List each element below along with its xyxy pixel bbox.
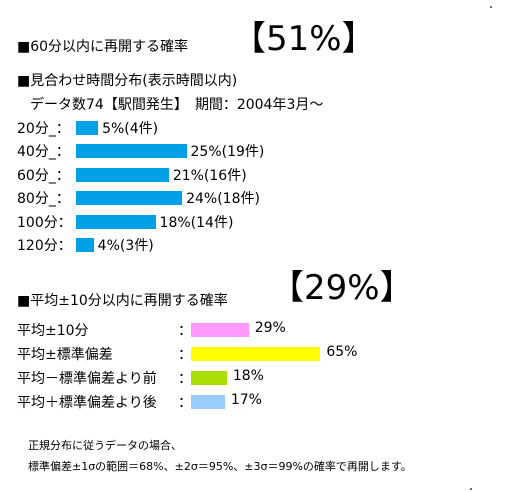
section3-big-value: 【29%】 xyxy=(270,268,414,308)
separator-label: ： xyxy=(178,347,192,363)
category-label: 平均＋標準偏差より後 xyxy=(17,395,157,411)
section1-big-value: 【51%】 xyxy=(232,19,376,59)
data-label: 17% xyxy=(230,392,262,408)
category-label: 40分_： xyxy=(17,144,70,161)
data-label: 5%(4件) xyxy=(102,121,159,137)
footnote-line1: 正規分布に従うデータの場合、 xyxy=(28,439,182,452)
section2-heading: ■見合わせ時間分布(表示時間以内) xyxy=(17,73,238,89)
data-label: 18%(14件) xyxy=(159,214,234,231)
separator-label: ： xyxy=(178,371,192,387)
category-label: 平均±標準偏差 xyxy=(17,347,113,363)
category-label: 平均－標準偏差より前 xyxy=(17,371,157,387)
data-label: 18% xyxy=(232,368,264,384)
corner-mark-bottom-right xyxy=(470,488,472,490)
data-label: 65% xyxy=(326,344,358,360)
category-label: 100分： xyxy=(17,214,72,231)
data-label: 21%(16件) xyxy=(172,167,247,184)
footnote-line2: 標準偏差±1σの範囲＝68%、±2σ＝95%、±3σ＝99%の確率で再開します。 xyxy=(28,460,412,473)
category-label: 平均±10分 xyxy=(17,323,89,339)
section3-heading: ■平均±10分以内に再開する確率 xyxy=(17,293,228,309)
data-label: 4%(3件) xyxy=(97,238,154,254)
data-label: 24%(18件) xyxy=(186,191,260,208)
separator-label: ： xyxy=(178,323,192,339)
bar xyxy=(76,238,94,252)
section2-subheading: データ数74【駅間発生】 期間：2004年3月～ xyxy=(30,97,324,113)
bar xyxy=(191,371,227,385)
bar xyxy=(76,214,156,229)
bar xyxy=(191,347,321,361)
category-label: 120分： xyxy=(17,238,72,254)
data-label: 29% xyxy=(254,320,286,336)
category-label: 20分_： xyxy=(17,121,70,137)
bar xyxy=(191,323,249,337)
bar xyxy=(76,121,99,135)
bar xyxy=(76,191,183,206)
category-label: 60分_： xyxy=(17,167,70,184)
data-label: 25%(19件) xyxy=(190,144,265,161)
corner-mark-top-right xyxy=(490,6,492,8)
bar xyxy=(191,395,225,409)
bar xyxy=(76,144,187,159)
separator-label: ： xyxy=(178,395,192,411)
category-label: 80分_： xyxy=(17,191,70,208)
section1-heading: ■60分以内に再開する確率 xyxy=(17,39,189,55)
bar xyxy=(76,167,169,182)
